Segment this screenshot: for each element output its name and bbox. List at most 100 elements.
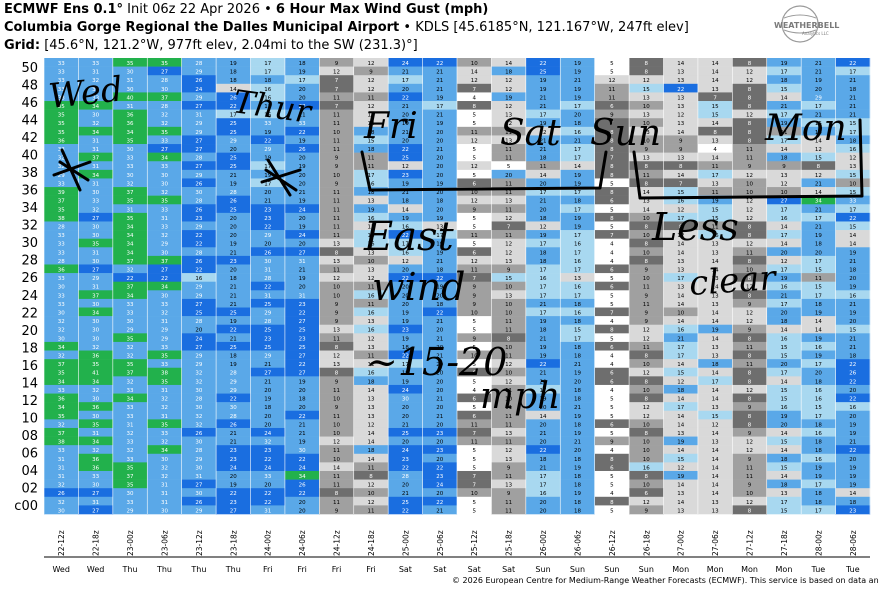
heatmap-cell (216, 161, 251, 171)
heatmap-cell (801, 187, 836, 196)
cell-value: 12 (505, 242, 512, 248)
cell-value: 18 (780, 78, 787, 84)
cell-value: 8 (748, 130, 752, 136)
cell-value: 31 (92, 87, 99, 93)
heatmap-cell (629, 453, 664, 463)
heatmap-cell (801, 453, 836, 463)
heatmap-cell (457, 307, 492, 317)
heatmap-cell (319, 152, 355, 162)
heatmap-cell (560, 384, 595, 394)
heatmap-cell (44, 341, 79, 351)
cell-value: 28 (230, 414, 237, 420)
cell-value: 19 (505, 95, 512, 101)
cell-value: 34 (161, 156, 168, 162)
heatmap-cell (835, 178, 871, 188)
heatmap-cell (457, 230, 492, 239)
heatmap-cell (835, 264, 871, 274)
cell-value: 22 (195, 233, 202, 239)
heatmap-cell (801, 135, 836, 145)
heatmap-cell (44, 324, 79, 334)
cell-value: 21 (402, 190, 409, 196)
heatmap-cell (319, 402, 355, 412)
cell-value: 5 (610, 405, 614, 411)
heatmap-cell (112, 101, 148, 110)
cell-value: 11 (505, 156, 512, 162)
cell-value: 21 (849, 104, 856, 110)
cell-value: 35 (161, 199, 168, 205)
heatmap-cell (147, 161, 182, 171)
heatmap-cell (732, 350, 768, 360)
cell-value: 21 (230, 173, 237, 179)
heatmap-cell (560, 367, 595, 377)
cell-value: 24 (402, 388, 409, 394)
heatmap-cell (525, 324, 561, 334)
cell-value: 20 (402, 293, 409, 299)
heatmap-cell (112, 376, 148, 386)
cell-value: 10 (643, 388, 650, 394)
cell-value: 8 (610, 130, 614, 136)
heatmap-cell (422, 307, 458, 317)
heatmap-cell (491, 238, 527, 248)
heatmap-cell (560, 58, 595, 67)
heatmap-cell (250, 367, 286, 377)
cell-value: 19 (574, 414, 581, 420)
cell-value: 7 (610, 156, 614, 162)
y-tick-label: 20 (21, 324, 38, 339)
cell-value: 11 (505, 181, 512, 187)
heatmap-cell (181, 238, 217, 248)
cell-value: 14 (849, 233, 856, 239)
heatmap-cell (422, 298, 458, 308)
heatmap-cell (525, 316, 561, 326)
heatmap-cell (284, 359, 320, 369)
cell-value: 20 (436, 328, 443, 334)
heatmap-cell (388, 135, 423, 145)
cell-value: 37 (58, 199, 65, 205)
heatmap-cell (594, 436, 630, 446)
cell-value: 11 (333, 336, 340, 342)
cell-value: 12 (677, 465, 684, 471)
cell-value: 32 (127, 354, 134, 360)
heatmap-cell (525, 367, 561, 377)
heatmap-cell (560, 187, 595, 196)
cell-value: 23 (402, 173, 409, 179)
cell-value: 32 (58, 354, 65, 360)
heatmap-cell (44, 281, 79, 291)
heatmap-cell (629, 470, 664, 480)
cell-value: 9 (335, 379, 339, 385)
heatmap-cell (422, 393, 458, 403)
cell-value: 12 (746, 207, 753, 213)
cell-value: 17 (849, 207, 856, 213)
cell-value: 11 (505, 207, 512, 213)
heatmap-cell (835, 350, 871, 360)
heatmap-cell (284, 316, 320, 326)
heatmap-cell (147, 169, 182, 179)
heatmap-cell (766, 178, 802, 188)
heatmap-cell (112, 169, 148, 179)
cell-value: 9 (335, 405, 339, 411)
heatmap-cell (525, 118, 561, 128)
cell-value: 29 (127, 508, 134, 514)
heatmap-cell (525, 109, 561, 119)
cell-value: 11 (746, 474, 753, 480)
heatmap-cell (147, 221, 182, 231)
cell-value: 34 (127, 224, 134, 230)
heatmap-cell (663, 212, 699, 222)
heatmap-cell (663, 359, 699, 369)
heatmap-cell (181, 410, 217, 420)
cell-value: 25 (230, 164, 237, 170)
cell-value: 5 (472, 147, 476, 153)
cell-value: 12 (746, 216, 753, 222)
cell-value: 12 (471, 164, 478, 170)
heatmap-cell (216, 212, 251, 222)
cell-value: 32 (195, 422, 202, 428)
cell-value: 9 (645, 319, 649, 325)
heatmap-cell (112, 178, 148, 188)
cell-value: 21 (230, 440, 237, 446)
heatmap-cell (525, 470, 561, 480)
cell-value: 22 (264, 500, 271, 506)
cell-value: 19 (574, 371, 581, 377)
heatmap-cell (78, 247, 114, 257)
cell-value: 23 (230, 500, 237, 506)
cell-value: 7 (610, 233, 614, 239)
cell-value: 16 (540, 276, 547, 282)
